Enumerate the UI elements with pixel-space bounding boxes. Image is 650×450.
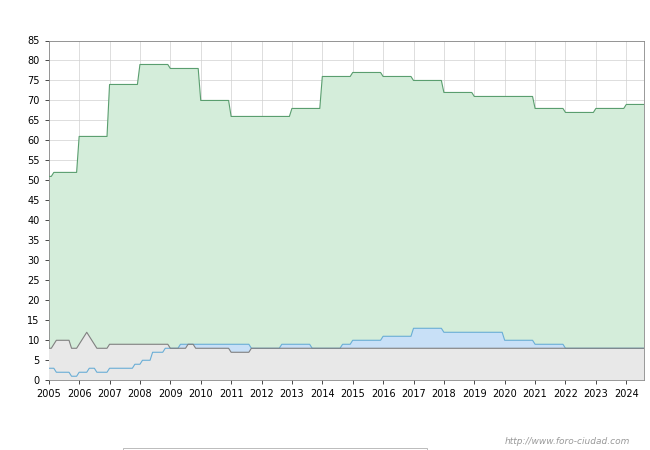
Text: http://www.foro-ciudad.com: http://www.foro-ciudad.com <box>505 436 630 446</box>
Legend: Ocupados, Parados, Hab. entre 16-64: Ocupados, Parados, Hab. entre 16-64 <box>123 448 427 450</box>
Text: Bijuesca - Evolucion de la poblacion en edad de Trabajar Mayo de 2024: Bijuesca - Evolucion de la poblacion en … <box>47 12 603 26</box>
